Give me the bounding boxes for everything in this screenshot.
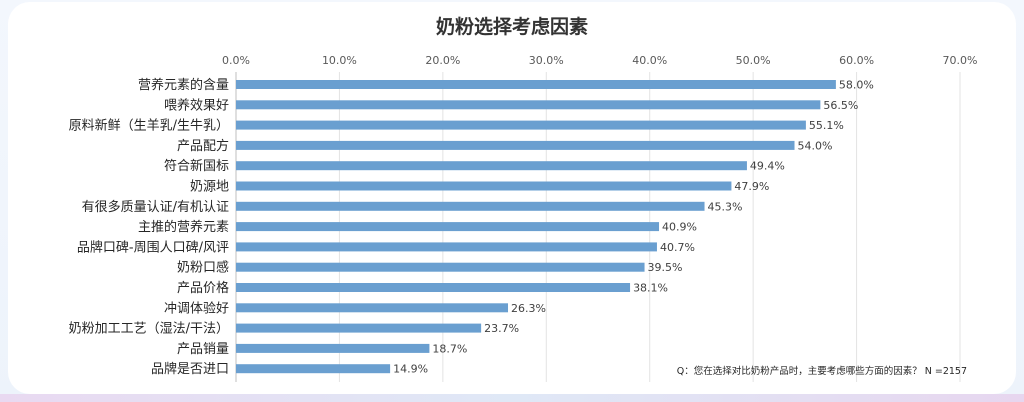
x-tick-label: 60.0% [839,54,874,67]
bar [236,80,836,89]
category-label: 产品销量 [177,342,229,357]
value-labels: 58.0% 56.5% 55.1% 54.0% 49.4% 47.9% 45.3% 40.9%… [393,79,874,376]
value-label: 26.3% [511,302,546,315]
category-label: 有很多质量认证/有机认证 [82,199,229,215]
bar [236,100,821,110]
chart-title: 奶粉选择考虑因素 [436,15,588,38]
value-label: 58.0% [839,79,874,92]
category-label: 奶粉口感 [177,260,229,276]
value-label: 54.0% [798,139,833,152]
bar [236,283,631,292]
bar [236,201,705,211]
value-label: 39.5% [648,261,683,274]
bar [236,120,806,130]
bar [236,161,747,171]
bar [236,222,660,232]
x-tick-label: 70.0% [943,54,978,67]
bar [236,262,645,272]
category-label: 原料新鲜（生羊乳/生牛乳） [69,118,229,134]
category-label: 品牌口碑-周围人口碑/风评 [77,239,229,255]
bottom-decoration-strip [0,394,1024,402]
x-tick-label: 40.0% [632,54,667,67]
value-label: 45.3% [708,200,743,213]
bar [236,140,795,150]
value-label: 18.7% [432,342,467,355]
category-label: 产品价格 [177,280,229,296]
x-tick-label: 50.0% [736,54,771,67]
value-label: 55.1% [809,119,844,132]
value-label: 40.9% [662,221,697,234]
survey-note: Q：您在选择对比奶粉产品时，主要考虑哪些方面的因素？ N =2157 [677,365,967,377]
category-label: 产品配方 [177,138,229,154]
category-label: 符合新国标 [164,158,229,174]
bar [236,181,732,191]
category-label: 冲调体验好 [164,300,229,316]
category-label: 营养元素的含量 [138,77,229,93]
chart-card [8,2,1016,394]
x-tick-label: 0.0% [222,54,250,67]
value-label: 47.9% [734,180,769,193]
category-label: 品牌是否进口 [151,361,229,377]
x-tick-label: 10.0% [322,54,357,67]
bars [236,80,836,374]
x-tick-label: 20.0% [425,54,460,67]
value-label: 40.7% [660,241,695,254]
value-label: 38.1% [633,282,668,295]
category-label: 奶粉加工工艺（湿法/干法） [69,322,229,337]
bar [236,242,657,252]
bar [236,303,509,313]
category-label: 主推的营养元素 [138,219,229,235]
value-label: 14.9% [393,363,428,376]
value-label: 49.4% [750,160,785,173]
x-axis-ticks: 0.0% 10.0% 20.0% 30.0% 40.0% 50.0% 60.0% 70.0% [222,54,977,67]
x-tick-label: 30.0% [529,54,564,67]
category-label: 奶源地 [190,180,229,195]
category-label: 喂养效果好 [164,97,229,113]
bar [236,364,391,374]
value-label: 23.7% [484,322,519,335]
bar [236,343,430,353]
bar [236,323,482,333]
value-label: 56.5% [823,99,858,112]
